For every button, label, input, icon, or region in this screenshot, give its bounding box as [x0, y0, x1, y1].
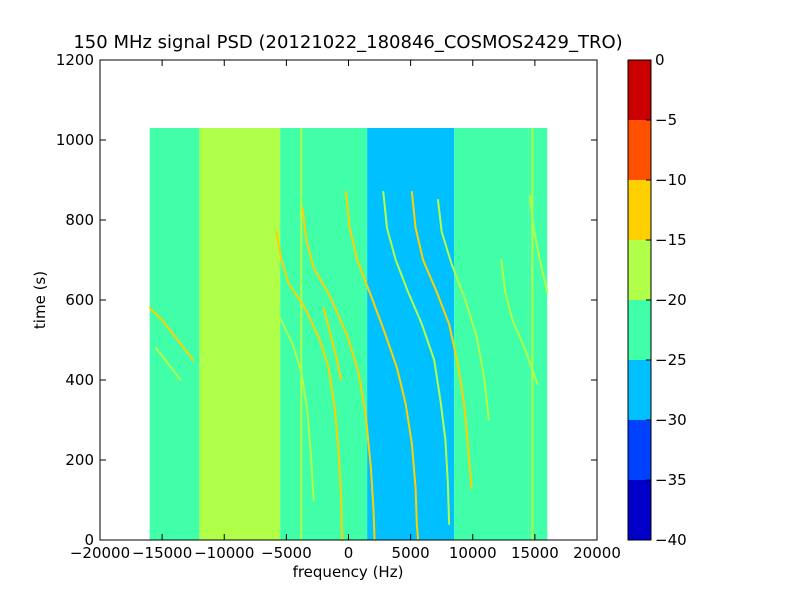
doppler-trace — [231, 243, 265, 309]
doppler-trace — [275, 231, 344, 541]
heatmap-layer — [148, 128, 549, 541]
doppler-trace — [437, 199, 490, 421]
colorbar-segment — [628, 180, 651, 240]
doppler-trace — [500, 259, 539, 385]
y-tick-label: 400 — [65, 371, 94, 389]
y-axis-label: time (s) — [31, 271, 49, 329]
colorbar-tick-label: −35 — [655, 471, 687, 489]
colorbar-tick-label: −40 — [655, 531, 687, 549]
doppler-trace — [322, 307, 342, 381]
colorbar-segment — [628, 120, 651, 180]
x-tick-label: 5000 — [392, 544, 430, 562]
doppler-trace — [148, 307, 195, 361]
y-tick-label: 800 — [65, 211, 94, 229]
doppler-trace — [410, 191, 473, 489]
colorbar-segment — [628, 300, 651, 360]
y-tick-label: 1200 — [56, 51, 94, 69]
y-tick-label: 200 — [65, 451, 94, 469]
psd-band — [199, 128, 281, 540]
y-tick-label: 600 — [65, 291, 94, 309]
x-tick-label: −20000 — [70, 544, 130, 562]
psd-band — [367, 128, 455, 540]
doppler-trace — [345, 191, 420, 541]
chart-title: 150 MHz signal PSD (20121022_180846_COSM… — [73, 32, 622, 53]
colorbar-segment — [628, 360, 651, 420]
colorbar-tick-label: −30 — [655, 411, 687, 429]
x-axis-label: frequency (Hz) — [293, 563, 404, 581]
x-tick-label: −10000 — [194, 544, 254, 562]
x-tick-label: −15000 — [132, 544, 192, 562]
x-tick-label: 0 — [344, 544, 354, 562]
colorbar-segment — [628, 480, 651, 540]
colorbar-tick-label: −10 — [655, 171, 687, 189]
x-tick-label: −5000 — [261, 544, 312, 562]
y-axis-ticks: 0 200 400 600 800 1000 1200 — [56, 51, 597, 549]
x-axis-ticks: −20000 −15000 −10000 −5000 0 5000 10000 15000 20… — [70, 60, 621, 562]
doppler-trace — [154, 347, 182, 381]
colorbar-tick-label: −5 — [655, 111, 677, 129]
x-tick-label: 10000 — [449, 544, 497, 562]
colorbar-segment — [628, 420, 651, 480]
x-tick-label: 20000 — [573, 544, 621, 562]
colorbar: −40 −35 −30 −25 −20 −15 −10 −5 0 — [627, 51, 687, 549]
doppler-trace — [301, 207, 376, 541]
psd-band — [280, 128, 368, 540]
psd-band — [149, 128, 200, 540]
doppler-trace — [279, 317, 315, 501]
colorbar-tick-label: −15 — [655, 231, 687, 249]
colorbar-segment — [628, 240, 651, 300]
x-tick-label: 15000 — [511, 544, 559, 562]
psd-band — [454, 128, 529, 540]
doppler-trace — [382, 191, 451, 525]
colorbar-tick-label: −25 — [655, 351, 687, 369]
plot-area: −20000 −15000 −10000 −5000 0 5000 10000 15000 20… — [56, 51, 621, 562]
y-tick-label: 1000 — [56, 131, 94, 149]
colorbar-tick-label: 0 — [655, 51, 665, 69]
colorbar-segment — [628, 60, 651, 120]
doppler-trace — [528, 195, 549, 293]
y-tick-label: 0 — [84, 531, 94, 549]
colorbar-tick-label: −20 — [655, 291, 687, 309]
